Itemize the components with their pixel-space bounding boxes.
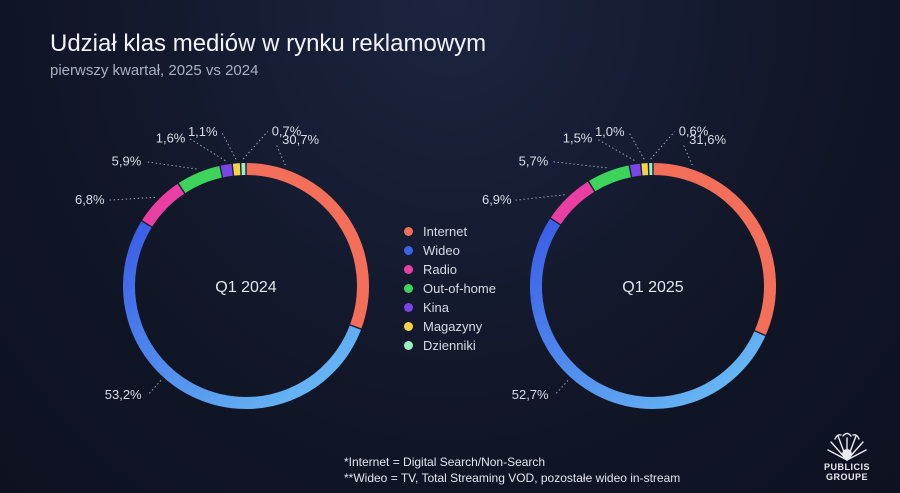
- legend-swatch: [404, 303, 413, 312]
- publicis-logo: PUBLICIS GROUPE: [816, 430, 878, 482]
- leader-line: [147, 380, 162, 396]
- donut-center-label: Q1 2024: [215, 279, 276, 296]
- legend-item-out-of-home: Out-of-home: [404, 279, 496, 298]
- legend-swatch: [404, 284, 413, 293]
- data-label-wideo: 53,2%: [105, 387, 142, 402]
- slice-wideo: [123, 221, 361, 410]
- data-label-magazyny: 1,0%: [595, 124, 625, 139]
- legend-swatch: [404, 265, 413, 274]
- leader-line: [682, 143, 693, 166]
- legend-label: Internet: [423, 224, 468, 239]
- leader-line: [189, 138, 226, 162]
- slice-kina: [220, 163, 233, 178]
- data-label-internet: 30,7%: [282, 132, 319, 147]
- legend-swatch: [404, 227, 413, 236]
- data-label-magazyny: 1,1%: [188, 124, 218, 139]
- donut-chart-2: Q1 2025 31,6% 52,7% 6,9% 5,7% 1,5% 1,0% 0,6%: [482, 124, 776, 410]
- legend-item-dzienniki: Dzienniki: [404, 336, 496, 355]
- data-label-wideo: 52,7%: [512, 387, 549, 402]
- legend-label: Dzienniki: [423, 338, 476, 353]
- leader-line: [650, 131, 676, 160]
- leader-line: [221, 131, 237, 160]
- lion-head-icon: [827, 432, 867, 461]
- slice-radio: [550, 181, 595, 225]
- legend-swatch: [404, 246, 413, 255]
- data-label-out-of-home: 5,7%: [519, 154, 549, 169]
- legend-label: Radio: [423, 262, 457, 277]
- slice-radio: [142, 183, 185, 227]
- legend-item-internet: Internet: [404, 222, 496, 241]
- leader-line: [108, 196, 156, 201]
- leader-line: [275, 143, 286, 166]
- leader-line: [628, 131, 645, 160]
- data-label-internet: 31,6%: [689, 132, 726, 147]
- slice-wideo: [530, 218, 766, 410]
- data-label-dzienniki: 0,6%: [679, 124, 709, 139]
- footnotes: *Internet = Digital Search/Non-Search **…: [344, 454, 680, 486]
- chart-subtitle: pierwszy kwartał, 2025 vs 2024: [50, 62, 259, 79]
- leader-line: [596, 138, 635, 161]
- slice-kina: [629, 163, 642, 177]
- slice-internet: [653, 163, 776, 335]
- legend-item-magazyny: Magazyny: [404, 317, 496, 336]
- data-label-out-of-home: 5,9%: [112, 154, 142, 169]
- legend-item-radio: Radio: [404, 260, 496, 279]
- chart-legend: Internet Wideo Radio Out-of-home Kina Magazyn…: [404, 222, 496, 355]
- legend-swatch: [404, 341, 413, 350]
- donut-center-label: Q1 2025: [622, 279, 683, 296]
- legend-swatch: [404, 322, 413, 331]
- logo-line2: GROUPE: [825, 472, 868, 482]
- leader-line: [145, 161, 197, 170]
- legend-label: Magazyny: [423, 319, 483, 334]
- donut-chart-1: Q1 2024 30,7% 53,2% 6,8% 5,9% 1,6% 1,1% 0,7%: [75, 124, 369, 410]
- data-label-dzienniki: 0,7%: [272, 124, 302, 139]
- legend-item-kina: Kina: [404, 298, 496, 317]
- leader-line: [552, 161, 607, 169]
- legend-label: Out-of-home: [423, 281, 496, 296]
- legend-item-wideo: Wideo: [404, 241, 496, 260]
- data-label-radio: 6,8%: [75, 192, 105, 207]
- slice-magazyny: [232, 163, 241, 176]
- logo-line1: PUBLICIS: [823, 462, 870, 472]
- chart-title: Udział klas mediów w rynku reklamowym: [50, 30, 487, 57]
- footnote-wideo: **Wideo = TV, Total Streaming VOD, pozos…: [344, 471, 681, 485]
- data-label-kina: 1,6%: [156, 130, 186, 145]
- legend-label: Wideo: [423, 243, 460, 258]
- leader-line: [515, 194, 565, 201]
- legend-label: Kina: [423, 300, 450, 315]
- slice-internet: [246, 163, 369, 329]
- slice-out-of-home: [178, 165, 222, 194]
- slice-out-of-home: [589, 165, 632, 192]
- data-label-radio: 6,9%: [482, 192, 512, 207]
- data-label-kina: 1,5%: [563, 130, 593, 145]
- leader-line: [554, 380, 569, 396]
- leader-line: [242, 131, 269, 160]
- footnote-internet: *Internet = Digital Search/Non-Search: [344, 455, 546, 469]
